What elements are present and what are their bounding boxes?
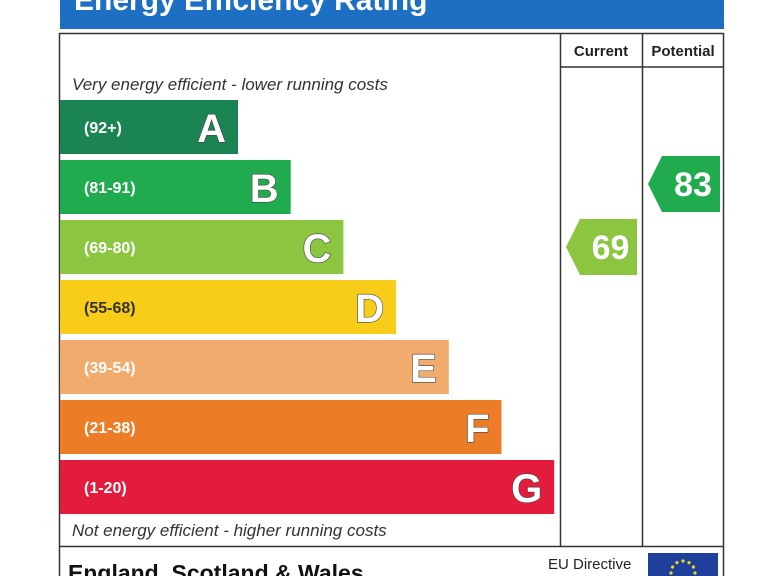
title-bar [60,0,724,29]
band-bar-c [60,220,344,274]
band-c: (69-80) C [60,220,344,274]
band-bar-g [60,460,555,514]
band-letter-f: F [465,407,489,451]
band-b: (81-91) B [60,160,291,214]
band-range-f: (21-38) [84,420,136,437]
eu-star-icon [691,565,695,569]
eu-stars-icon [669,559,697,575]
rating-bands: (92+) A (81-91) B (69-80) C (55-68) D (39-54) E (2… [60,100,555,514]
eu-star-icon [681,559,685,563]
bottom-note: Not energy efficient - higher running co… [72,521,387,540]
band-letter-a: A [197,107,226,151]
band-f: (21-38) F [60,400,502,454]
footer-region: England, Scotland & Wales [68,560,364,576]
eu-star-icon [671,565,675,569]
chart-frame [58,32,725,576]
chart-title: Energy Efficiency Rating [74,0,427,17]
band-a: (92+) A [60,100,238,154]
band-range-b: (81-91) [84,180,136,197]
band-g: (1-20) G [60,460,555,514]
rating-markers: 69 83 [566,156,720,275]
band-d: (55-68) D [60,280,397,334]
band-bar-a [60,100,238,154]
eu-star-icon [675,561,679,565]
band-letter-c: C [303,227,332,271]
band-range-e: (39-54) [84,360,136,377]
band-bar-e [60,340,449,394]
potential-rating-value: 83 [674,166,712,204]
band-letter-b: B [250,167,279,211]
potential-rating-arrow [648,156,720,212]
band-letter-e: E [410,347,437,391]
band-range-d: (55-68) [84,300,136,317]
band-range-g: (1-20) [84,480,127,497]
footer-directive: EU Directive [548,556,631,573]
band-bar-f [60,400,502,454]
current-column-header: Current [574,43,628,60]
band-bar-b [60,160,291,214]
current-rating-arrow [566,219,637,275]
top-note: Very energy efficient - lower running co… [72,75,388,94]
eu-star-icon [693,571,697,575]
eu-flag-icon [648,553,718,576]
eu-star-icon [669,571,673,575]
band-e: (39-54) E [60,340,449,394]
band-letter-d: D [355,287,384,331]
eu-star-icon [687,561,691,565]
potential-column-header: Potential [651,43,714,60]
current-rating-value: 69 [592,229,630,267]
band-range-a: (92+) [84,120,122,137]
band-range-c: (69-80) [84,240,136,257]
band-bar-d [60,280,397,334]
band-letter-g: G [511,467,542,511]
